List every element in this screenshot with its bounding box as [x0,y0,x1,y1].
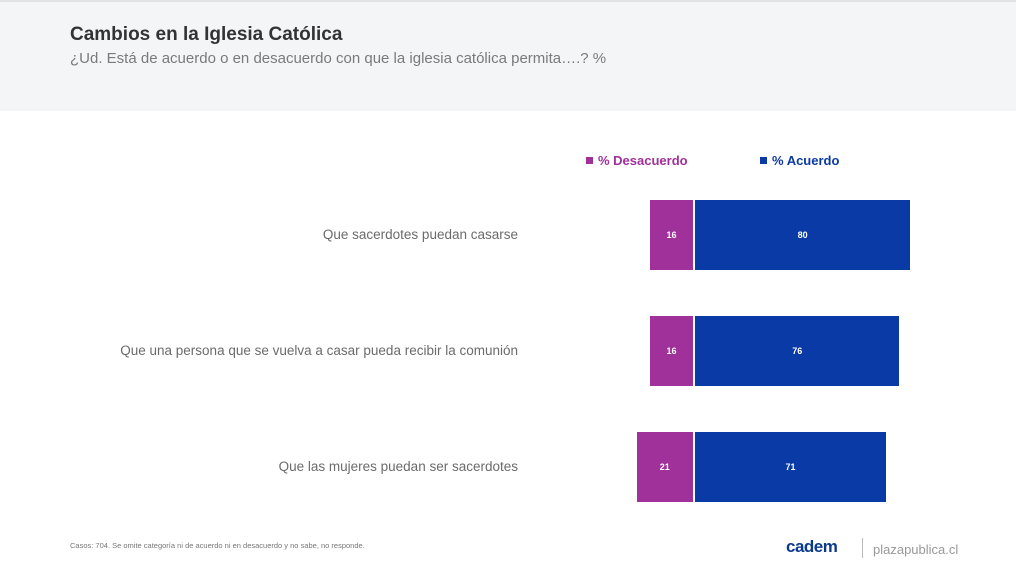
category-label: Que una persona que se vuelva a casar pu… [120,343,518,358]
legend-swatch-acuerdo [760,157,767,164]
bar-acuerdo: 71 [695,432,886,502]
bar-acuerdo: 76 [695,316,900,386]
category-label: Que sacerdotes puedan casarse [322,227,518,242]
footnote: Casos: 704. Se omite categoría ni de acu… [70,541,365,550]
bar-acuerdo: 80 [695,200,911,270]
bar-desacuerdo: 21 [636,432,693,502]
site-link[interactable]: plazapublica.cl [873,542,959,557]
legend-desacuerdo: % Desacuerdo [586,153,688,168]
legend-acuerdo: % Acuerdo [760,153,839,168]
category-label: Que las mujeres puedan ser sacerdotes [278,459,518,474]
bar-desacuerdo: 16 [649,316,693,386]
divider [862,538,863,558]
cadem-logo: cadem [786,537,838,556]
legend-swatch-desacuerdo [586,157,593,164]
header: Cambios en la Iglesia Católica ¿Ud. Está… [0,0,1016,111]
legend-label: % Acuerdo [772,153,840,168]
legend-label: % Desacuerdo [598,153,688,168]
page-title: Cambios en la Iglesia Católica [70,24,343,45]
bar-desacuerdo: 16 [649,200,693,270]
page-subtitle: ¿Ud. Está de acuerdo o en desacuerdo con… [70,50,607,67]
